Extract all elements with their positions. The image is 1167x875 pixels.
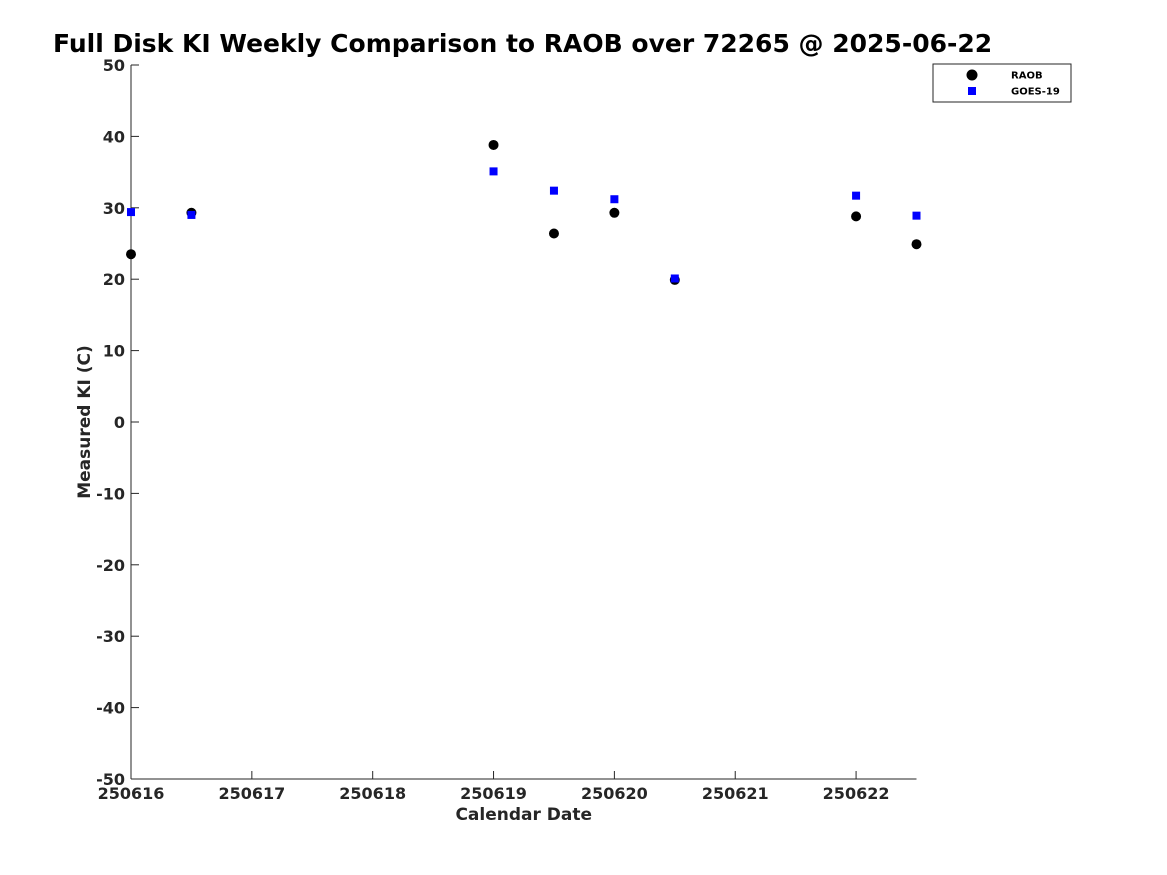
x-tick-label: 250618 [339,784,406,803]
x-axis-label: Calendar Date [455,805,592,825]
goes-19-point [489,167,498,176]
y-tick-label: 10 [103,342,125,361]
y-tick-label: 0 [114,413,125,432]
goes-19-point [912,211,921,220]
chart-title: Full Disk KI Weekly Comparison to RAOB o… [53,29,992,58]
y-ticks: 50 40 30 20 10 0 -10 -20 -30 -40 -50 [96,56,139,789]
x-ticks: 250616 250617 250618 250619 250620 250621 2506… [98,771,890,803]
data-points [126,139,922,285]
x-tick-label: 250616 [98,784,165,803]
legend-label-goes-19: GOES-19 [1011,87,1060,98]
x-tick-label: 250617 [218,784,285,803]
raob-point [911,239,922,250]
y-tick-label: 50 [103,56,125,75]
legend-label-raob: RAOB [1011,71,1043,82]
y-tick-label: -30 [96,627,125,646]
x-tick-label: 250619 [460,784,527,803]
goes-19-point [610,195,619,204]
legend: RAOB GOES-19 [932,63,1072,103]
y-tick-label: -50 [96,770,125,789]
y-tick-label: -10 [96,484,125,503]
legend-marker-raob [966,69,978,81]
x-tick-label: 250622 [823,784,890,803]
y-tick-label: 20 [103,270,125,289]
legend-box [932,63,1072,103]
goes-19-point [187,210,196,219]
goes-19-point [852,191,861,200]
raob-point [488,139,499,150]
y-tick-label: 30 [103,199,125,218]
y-tick-label: -40 [96,699,125,718]
y-axis-label: Measured KI (C) [75,345,95,499]
goes-19-point [670,274,679,283]
goes-19-point [549,186,558,195]
y-tick-label: -20 [96,556,125,575]
raob-point [548,228,559,239]
raob-point [126,249,136,260]
x-tick-label: 250621 [702,784,769,803]
legend-marker-goes-19 [968,87,976,95]
x-tick-label: 250620 [581,784,648,803]
raob-point [609,207,620,218]
goes-19-point [127,208,135,217]
y-tick-label: 40 [103,127,125,146]
raob-point [851,211,862,222]
axes [130,65,917,780]
